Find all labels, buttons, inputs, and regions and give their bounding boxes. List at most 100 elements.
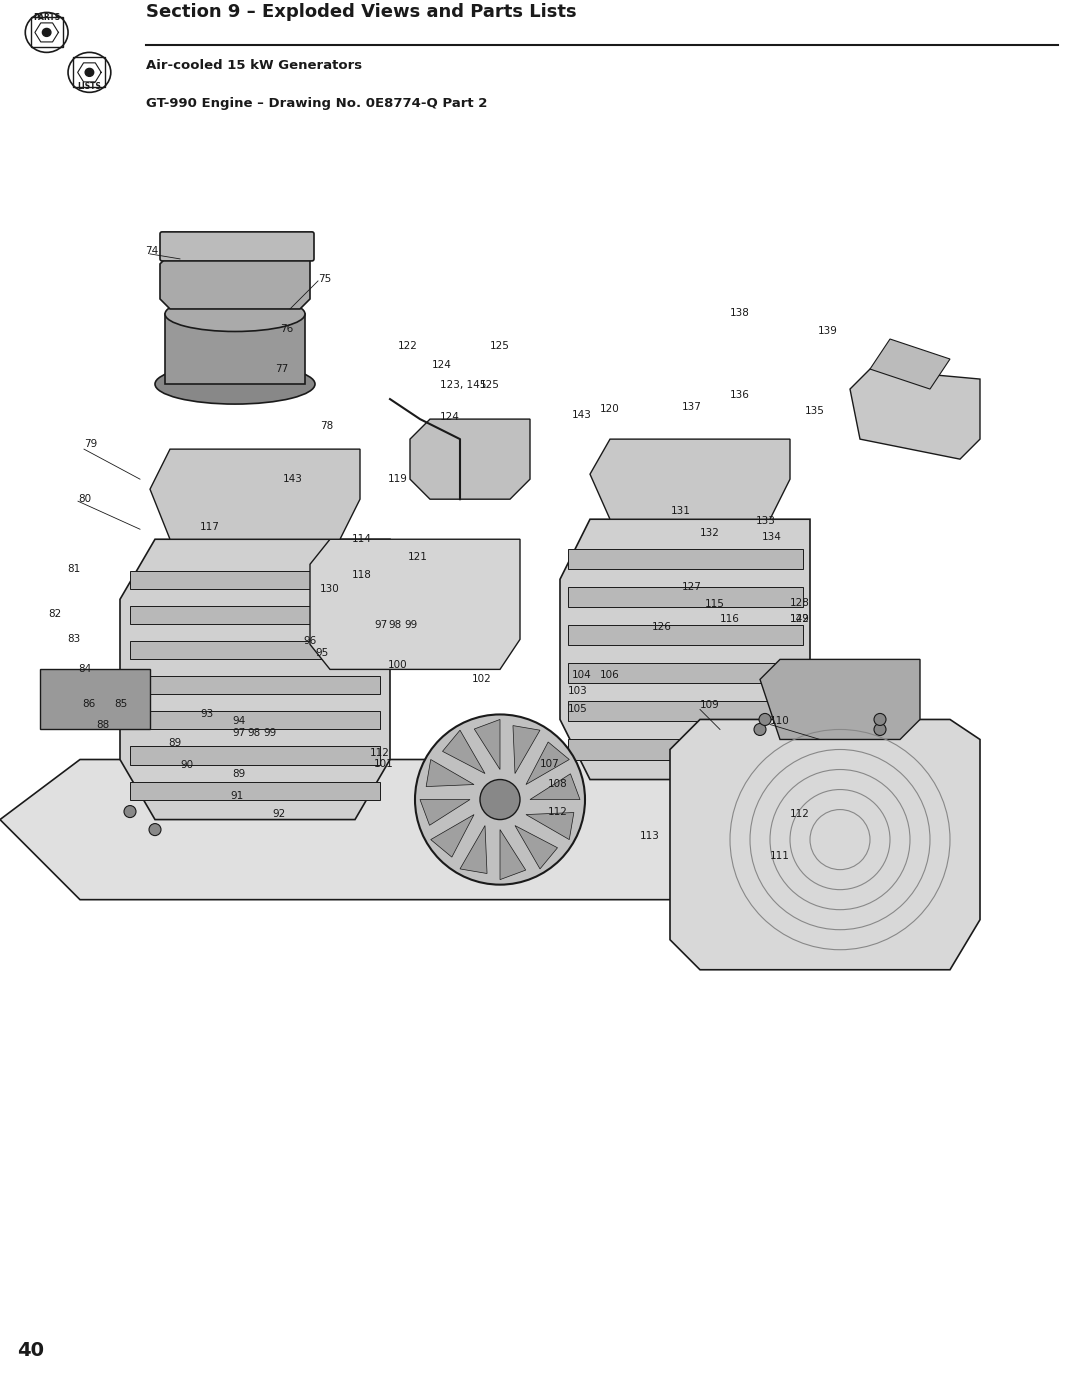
Bar — [568, 701, 804, 721]
Polygon shape — [850, 369, 980, 460]
Text: 120: 120 — [600, 404, 620, 414]
Text: 142: 142 — [789, 615, 810, 624]
Ellipse shape — [165, 296, 305, 331]
Text: 114: 114 — [352, 534, 372, 545]
Text: 117: 117 — [200, 522, 220, 532]
Polygon shape — [513, 725, 540, 774]
Circle shape — [874, 724, 886, 735]
Text: 75: 75 — [318, 274, 332, 284]
Bar — [568, 739, 804, 760]
Text: 85: 85 — [114, 700, 127, 710]
Polygon shape — [431, 814, 474, 858]
Text: PARTS: PARTS — [33, 14, 60, 22]
Text: 89: 89 — [232, 768, 245, 778]
Text: 104: 104 — [572, 671, 592, 680]
Text: 113: 113 — [640, 831, 660, 841]
Text: 40: 40 — [17, 1341, 44, 1361]
Polygon shape — [410, 419, 530, 499]
Text: 137: 137 — [681, 402, 702, 412]
Circle shape — [754, 724, 766, 735]
Bar — [73, 57, 106, 88]
Text: 78: 78 — [320, 420, 334, 432]
Text: 88: 88 — [96, 721, 109, 731]
Text: 98: 98 — [388, 620, 402, 630]
Polygon shape — [310, 539, 519, 669]
Text: 122: 122 — [399, 341, 418, 351]
Text: 132: 132 — [700, 528, 720, 538]
Text: 97: 97 — [232, 728, 245, 739]
Circle shape — [124, 806, 136, 817]
Text: 83: 83 — [67, 634, 80, 644]
Polygon shape — [160, 254, 310, 309]
Text: 111: 111 — [770, 851, 789, 861]
Circle shape — [759, 714, 771, 725]
Text: 127: 127 — [681, 583, 702, 592]
Text: 81: 81 — [67, 564, 80, 574]
Text: 129: 129 — [789, 615, 810, 624]
Polygon shape — [561, 520, 810, 780]
Text: 98: 98 — [247, 728, 260, 739]
Polygon shape — [500, 830, 526, 880]
Text: 86: 86 — [82, 700, 95, 710]
Text: 101: 101 — [374, 759, 394, 768]
Bar — [568, 587, 804, 608]
Text: 112: 112 — [370, 749, 390, 759]
Circle shape — [415, 714, 585, 884]
Text: 126: 126 — [652, 622, 672, 633]
Text: 131: 131 — [671, 506, 691, 517]
Bar — [130, 676, 380, 694]
Text: 80: 80 — [78, 495, 91, 504]
Text: 99: 99 — [264, 728, 276, 739]
Bar — [568, 626, 804, 645]
Bar — [568, 549, 804, 569]
Bar — [130, 606, 380, 624]
Circle shape — [149, 824, 161, 835]
Polygon shape — [530, 774, 580, 799]
Text: 136: 136 — [730, 390, 750, 400]
Circle shape — [480, 780, 519, 820]
Bar — [130, 746, 380, 764]
Text: 125: 125 — [480, 380, 500, 390]
Text: 103: 103 — [568, 686, 588, 697]
Text: 100: 100 — [388, 661, 407, 671]
Text: 106: 106 — [600, 671, 620, 680]
Text: 138: 138 — [730, 307, 750, 319]
Circle shape — [42, 28, 51, 36]
Polygon shape — [526, 813, 573, 840]
Polygon shape — [420, 799, 470, 826]
Text: 97: 97 — [374, 620, 388, 630]
Text: 77: 77 — [275, 365, 288, 374]
Text: 119: 119 — [388, 474, 408, 485]
Text: 82: 82 — [48, 609, 62, 619]
Text: 102: 102 — [472, 675, 491, 685]
Polygon shape — [590, 439, 789, 520]
Text: 91: 91 — [230, 791, 243, 800]
Text: Air-cooled 15 kW Generators: Air-cooled 15 kW Generators — [146, 59, 362, 73]
Text: 105: 105 — [568, 704, 588, 714]
Bar — [568, 664, 804, 683]
Circle shape — [874, 714, 886, 725]
Text: 125: 125 — [490, 341, 510, 351]
Polygon shape — [427, 760, 474, 787]
Polygon shape — [670, 719, 980, 970]
Text: 108: 108 — [548, 778, 568, 788]
Bar — [130, 781, 380, 799]
Polygon shape — [870, 339, 950, 388]
Text: 95: 95 — [315, 648, 328, 658]
Text: 124: 124 — [440, 412, 460, 422]
Text: 112: 112 — [548, 806, 568, 817]
Text: 90: 90 — [180, 760, 193, 770]
Text: 135: 135 — [805, 407, 825, 416]
Bar — [130, 641, 380, 659]
Text: 99: 99 — [404, 620, 417, 630]
Text: 116: 116 — [720, 615, 740, 624]
Text: 96: 96 — [303, 637, 316, 647]
Polygon shape — [120, 539, 390, 820]
Polygon shape — [760, 659, 920, 739]
Text: 130: 130 — [320, 584, 340, 594]
Polygon shape — [474, 719, 500, 770]
Polygon shape — [515, 826, 557, 869]
Bar — [165, 314, 305, 384]
Text: 112: 112 — [789, 809, 810, 819]
Text: 124: 124 — [432, 360, 451, 370]
